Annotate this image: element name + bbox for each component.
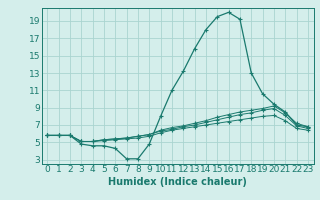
X-axis label: Humidex (Indice chaleur): Humidex (Indice chaleur) xyxy=(108,177,247,187)
